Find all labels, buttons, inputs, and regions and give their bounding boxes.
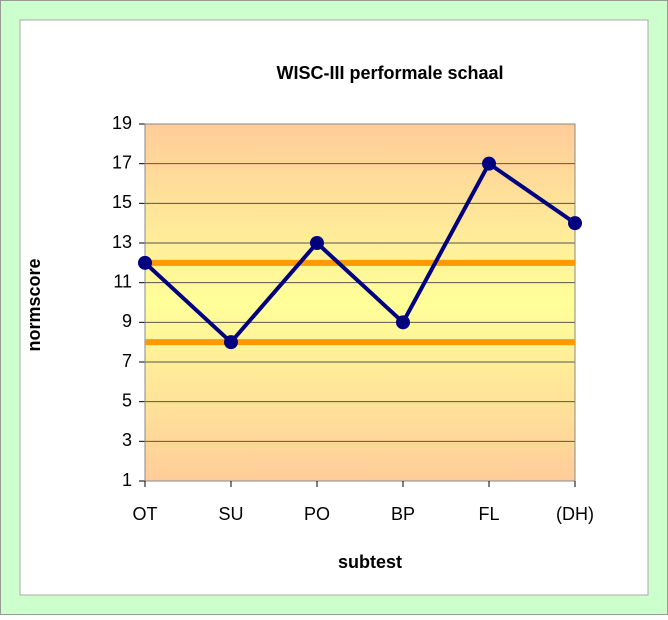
- x-tick-label: PO: [304, 504, 330, 524]
- data-point: [310, 236, 324, 250]
- y-tick-label: 1: [122, 470, 132, 490]
- y-tick-label: 17: [112, 152, 132, 172]
- data-point: [138, 255, 152, 270]
- y-tick-label: 19: [112, 113, 132, 133]
- chart-title: WISC-III performale schaal: [276, 63, 503, 83]
- x-tick-label: OT: [133, 504, 158, 524]
- x-tick-label: BP: [391, 504, 415, 524]
- plot-border: [144, 123, 576, 482]
- x-tick-label: SU: [218, 504, 243, 524]
- x-axis-label: subtest: [338, 552, 402, 572]
- x-tick-label: (DH): [556, 504, 594, 524]
- y-tick-label: 9: [122, 311, 132, 331]
- y-axis-label: normscore: [24, 258, 44, 351]
- y-tick-label: 11: [113, 271, 132, 291]
- x-tick-label: FL: [478, 504, 499, 524]
- y-tick-label: 7: [122, 351, 132, 371]
- data-point: [396, 315, 410, 330]
- plot-area: [145, 124, 575, 481]
- y-tick-label: 15: [112, 192, 132, 212]
- y-tick-label: 13: [112, 232, 132, 252]
- y-tick-label: 3: [122, 430, 132, 450]
- data-point: [482, 156, 496, 171]
- y-tick-label: 5: [122, 390, 132, 410]
- data-line: [143, 160, 577, 346]
- data-point: [224, 335, 238, 350]
- data-point: [568, 216, 582, 231]
